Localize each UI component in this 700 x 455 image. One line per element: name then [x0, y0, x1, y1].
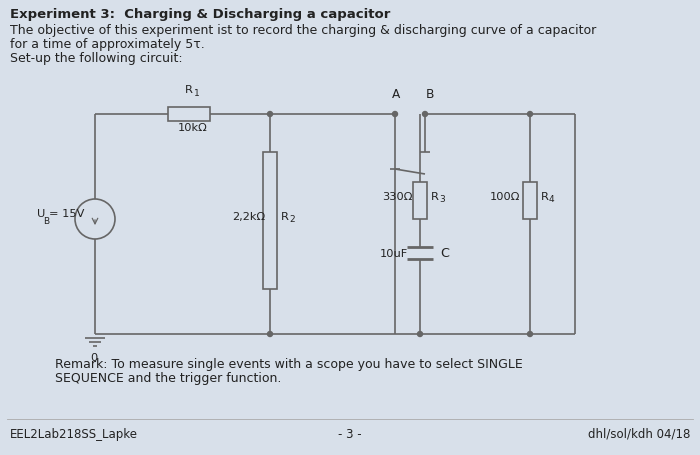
Text: Set-up the following circuit:: Set-up the following circuit: — [10, 52, 183, 65]
Text: 100Ω: 100Ω — [490, 192, 520, 202]
Text: Remark: To measure single events with a scope you have to select SINGLE: Remark: To measure single events with a … — [55, 357, 523, 370]
Circle shape — [267, 112, 272, 117]
Circle shape — [393, 112, 398, 117]
Bar — [168, 108, 210, 122]
Text: 2,2kΩ: 2,2kΩ — [232, 212, 265, 222]
Text: 10uF: 10uF — [380, 248, 408, 258]
Text: for a time of approximately 5τ.: for a time of approximately 5τ. — [10, 38, 204, 51]
Text: C: C — [440, 247, 449, 260]
Text: B: B — [426, 88, 435, 101]
Text: 0: 0 — [90, 352, 97, 362]
Circle shape — [423, 112, 428, 117]
Text: 2: 2 — [289, 215, 295, 224]
Circle shape — [417, 332, 423, 337]
Text: The objective of this experiment ist to record the charging & discharging curve : The objective of this experiment ist to … — [10, 24, 596, 37]
Text: = 15V: = 15V — [49, 208, 85, 218]
Text: A: A — [392, 88, 400, 101]
Text: SEQUENCE and the trigger function.: SEQUENCE and the trigger function. — [55, 371, 281, 384]
Text: R: R — [431, 192, 439, 202]
Circle shape — [528, 332, 533, 337]
Text: - 3 -: - 3 - — [338, 427, 362, 440]
Text: R: R — [185, 85, 193, 95]
Text: B: B — [43, 217, 49, 226]
Text: R: R — [541, 192, 549, 202]
Circle shape — [528, 112, 533, 117]
Bar — [523, 182, 537, 219]
Text: 1: 1 — [194, 89, 199, 98]
Text: 4: 4 — [549, 195, 554, 204]
Text: 10kΩ: 10kΩ — [178, 123, 208, 133]
Text: Experiment 3:  Charging & Discharging a capacitor: Experiment 3: Charging & Discharging a c… — [10, 8, 391, 21]
Bar — [413, 182, 427, 219]
Text: U: U — [37, 208, 46, 218]
Circle shape — [267, 332, 272, 337]
Bar — [263, 153, 277, 289]
Text: 3: 3 — [439, 195, 444, 204]
Text: 330Ω: 330Ω — [382, 192, 412, 202]
Text: EEL2Lab218SS_Lapke: EEL2Lab218SS_Lapke — [10, 427, 138, 440]
Text: R: R — [281, 212, 289, 222]
Text: dhl/sol/kdh 04/18: dhl/sol/kdh 04/18 — [587, 427, 690, 440]
